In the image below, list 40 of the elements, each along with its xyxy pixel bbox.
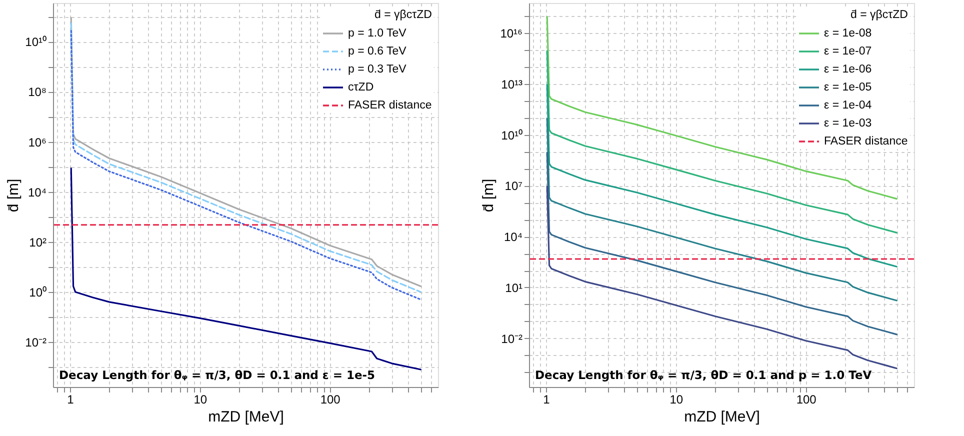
legend-label: ε = 1e-05: [824, 82, 872, 94]
y-tick-label: 10²: [29, 235, 47, 250]
legend-label: ε = 1e-04: [824, 100, 872, 112]
legend-label: ε = 1e-07: [824, 46, 872, 58]
legend-label: ε = 1e-06: [824, 64, 872, 76]
y-tick-label: 10⁸: [28, 85, 46, 100]
x-tick-label: 100: [796, 392, 817, 406]
x-tick-label: 10: [194, 392, 208, 406]
legend-label: FASER distance: [348, 100, 432, 112]
x-axis-title: mZD [MeV]: [208, 408, 284, 426]
legend-label: p = 1.0 TeV: [348, 28, 407, 40]
y-tick-label: 10¹⁰: [25, 35, 46, 50]
x-tick-label: 1: [543, 392, 550, 406]
legend-title: d̄ = γβcτZD: [374, 9, 432, 21]
y-axis-title: d̄ [m]: [480, 178, 498, 212]
x-tick-label: 1: [67, 392, 74, 406]
legend-label: ε = 1e-08: [824, 28, 872, 40]
legend-title: d̄ = γβcτZD: [850, 9, 908, 21]
y-tick-label: 10⁰: [29, 285, 46, 300]
y-tick-label: 10⁻²: [25, 336, 47, 350]
y-tick-label: 10⁷: [504, 179, 522, 194]
legend-label: ε = 1e-03: [824, 118, 872, 130]
x-tick-label: 10: [670, 392, 684, 406]
annotation: Decay Length for θᵩ = π/3, θD = 0.1 and p = 1.0 TeV: [535, 368, 872, 382]
legend-label: p = 0.3 TeV: [348, 64, 407, 76]
y-axis-title: d̄ [m]: [5, 178, 22, 212]
x-tick-label: 100: [320, 392, 341, 406]
y-tick-label: 10¹: [505, 280, 523, 295]
annotation: Decay Length for θᵩ = π/3, θD = 0.1 and ε = 1e-5: [59, 368, 376, 382]
y-tick-label: 10⁴: [28, 185, 46, 200]
legend-label: p = 0.6 TeV: [348, 46, 407, 58]
y-tick-label: 10¹⁶: [500, 26, 523, 41]
y-tick-label: 10⁴: [504, 230, 522, 244]
y-tick-label: 10¹⁰: [501, 128, 522, 142]
y-tick-label: 10⁻²: [501, 332, 523, 346]
legend-label: cτZD: [348, 82, 374, 94]
legend-label: FASER distance: [824, 136, 908, 148]
y-tick-label: 10⁶: [28, 135, 47, 150]
x-axis-title: mZD [MeV]: [684, 408, 760, 426]
y-tick-label: 10¹³: [501, 78, 522, 92]
